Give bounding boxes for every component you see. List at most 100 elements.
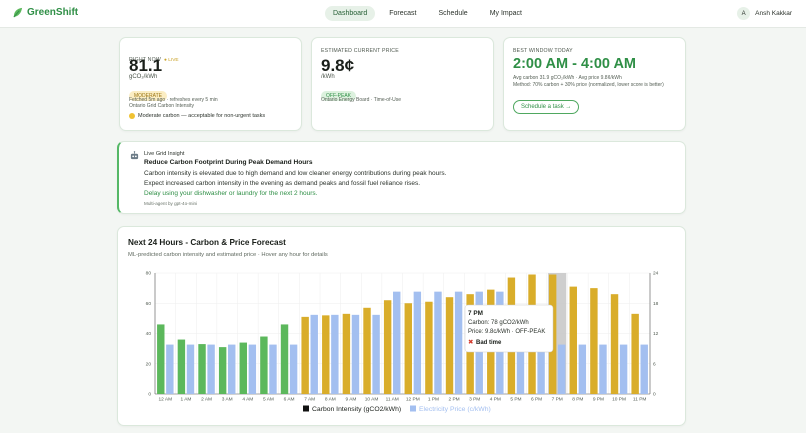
x-tick-label: 5 PM: [510, 397, 521, 403]
y-left-tick-label: 40: [146, 331, 152, 337]
price-bar: [310, 314, 318, 394]
best-window-label: BEST WINDOW TODAY: [513, 48, 573, 54]
price-bar: [166, 344, 174, 394]
insight-line-1: Carbon intensity is elevated due to high…: [144, 170, 447, 177]
x-tick-label: 12 PM: [406, 397, 420, 403]
x-tick-label: 10 PM: [612, 397, 626, 403]
tooltip-carbon: Carbon: 78 gCO2/kWh: [468, 320, 529, 326]
x-tick-label: 3 PM: [469, 397, 480, 403]
x-tick-label: 9 AM: [345, 397, 356, 403]
x-tick-label: 7 PM: [552, 397, 563, 403]
x-tick-label: 4 PM: [490, 397, 501, 403]
forecast-chart-card: Next 24 Hours - Carbon & Price Forecast …: [117, 226, 686, 426]
price-source: Ontario Energy Board · Time-of-Use: [321, 97, 402, 103]
y-left-tick-label: 60: [146, 301, 152, 307]
x-tick-label: 11 PM: [633, 397, 647, 403]
carbon-bar: [445, 297, 454, 394]
price-bar: [269, 344, 277, 394]
y-right-tick-label: 24: [653, 271, 659, 277]
carbon-bar: [425, 301, 433, 394]
main-nav: Dashboard Forecast Schedule My Impact: [325, 6, 530, 21]
x-tick-label: 6 PM: [531, 397, 542, 403]
carbon-bar: [342, 313, 351, 394]
source-text: Ontario Grid Carbon Intensity: [129, 103, 195, 109]
user-name: Ansh Kakkar: [755, 10, 792, 17]
carbon-unit: gCO₂/kWh: [129, 74, 158, 80]
price-bar: [578, 344, 587, 394]
x-tick-label: 1 AM: [180, 397, 191, 403]
x-tick-label: 5 AM: [263, 397, 274, 403]
y-right-tick-label: 12: [653, 331, 659, 337]
carbon-bar: [322, 315, 330, 394]
carbon-note: Moderate carbon — acceptable for non-urg…: [138, 113, 266, 119]
tooltip-verdict: Bad time: [476, 340, 502, 346]
brand[interactable]: GreenShift: [12, 7, 78, 18]
carbon-bar: [590, 288, 598, 394]
carbon-bar: [631, 313, 639, 394]
price-bar: [228, 344, 236, 394]
x-tick-label: 8 AM: [325, 397, 336, 403]
chart-subtitle: ML-predicted carbon intensity and estima…: [128, 252, 328, 258]
user-menu[interactable]: A Ansh Kakkar: [737, 7, 792, 20]
carbon-bar: [280, 324, 289, 394]
x-tick-label: 10 AM: [365, 397, 379, 403]
nav-my-impact[interactable]: My Impact: [489, 10, 522, 17]
right-now-card: RIGHT NOW ● LIVE 81.1 gCO₂/kWh MODERATE F…: [119, 37, 302, 131]
tooltip-price: Price: 9.8c/kWh · OFF-PEAK: [468, 329, 545, 335]
y-left-tick-label: 20: [146, 361, 152, 367]
price-bar: [331, 314, 339, 394]
carbon-bar: [239, 342, 247, 394]
carbon-bar: [198, 344, 206, 394]
price-bar: [537, 314, 545, 394]
price-bar: [248, 344, 257, 394]
price-bar: [186, 344, 195, 394]
price-label: ESTIMATED CURRENT PRICE: [321, 48, 399, 54]
robot-icon: [130, 151, 139, 160]
best-window-detail: Avg carbon 31.9 gCO₂/kWh · Avg price 9.8…: [513, 75, 622, 81]
best-window-card: BEST WINDOW TODAY 2:00 AM - 4:00 AM Avg …: [503, 37, 686, 131]
live-indicator: ● LIVE: [163, 58, 179, 63]
nav-schedule[interactable]: Schedule: [438, 10, 468, 17]
top-nav-bar: GreenShift Dashboard Forecast Schedule M…: [0, 0, 806, 28]
right-now-label: RIGHT NOW: [129, 57, 161, 63]
nav-forecast[interactable]: Forecast: [389, 10, 417, 17]
insight-line-2: Expect increased carbon intensity in the…: [144, 180, 421, 187]
y-right-tick-label: 0: [653, 392, 656, 398]
warning-dot-icon: [129, 113, 135, 119]
price-bar: [619, 344, 628, 394]
y-right-tick-label: 18: [653, 301, 659, 307]
y-right-tick-label: 6: [653, 361, 656, 367]
price-bar: [434, 291, 442, 394]
forecast-chart[interactable]: 0 20 40 60 80 0 6 12 18 24 12 AM 1 AM 2 AM 3 AM 4 AM 5 …: [118, 227, 687, 427]
avatar[interactable]: A: [737, 7, 751, 20]
status-badge: MODERATE: [129, 91, 167, 101]
price-bar: [454, 291, 463, 394]
price-bar: [372, 314, 380, 394]
price-bar: [599, 344, 607, 394]
insight-footer: Multi-agent by gpt-4o-mini: [144, 201, 198, 206]
insight-label: Live Grid Insight: [144, 151, 185, 157]
carbon-bar: [610, 294, 619, 394]
grid-insight-card: Live Grid Insight Reduce Carbon Footprin…: [117, 141, 686, 214]
legend-price-swatch: [410, 405, 416, 412]
price-bar: [207, 344, 215, 394]
price-bar: [558, 344, 566, 394]
price-value: 9.8¢: [321, 56, 355, 75]
y-left-tick-label: 80: [146, 271, 152, 277]
tooltip-time: 7 PM: [468, 310, 483, 317]
legend-price-label: Electricity Price (c/kWh): [419, 406, 491, 413]
carbon-bar: [569, 286, 577, 394]
chart-tooltip: [464, 304, 554, 353]
x-tick-label: 12 AM: [159, 397, 173, 403]
x-tick-label: 3 AM: [222, 397, 233, 403]
price-bar: [393, 291, 401, 394]
nav-dashboard[interactable]: Dashboard: [325, 6, 376, 21]
carbon-bar: [260, 336, 268, 394]
price-bar: [413, 291, 422, 394]
schedule-task-button[interactable]: Schedule a task →: [513, 100, 580, 114]
carbon-bar: [157, 324, 165, 394]
price-card: ESTIMATED CURRENT PRICE 9.8¢ /kWh OFF-PE…: [311, 37, 494, 131]
cross-icon: ✖: [468, 338, 473, 346]
x-tick-label: 2 PM: [448, 397, 459, 403]
x-tick-label: 8 PM: [572, 397, 583, 403]
